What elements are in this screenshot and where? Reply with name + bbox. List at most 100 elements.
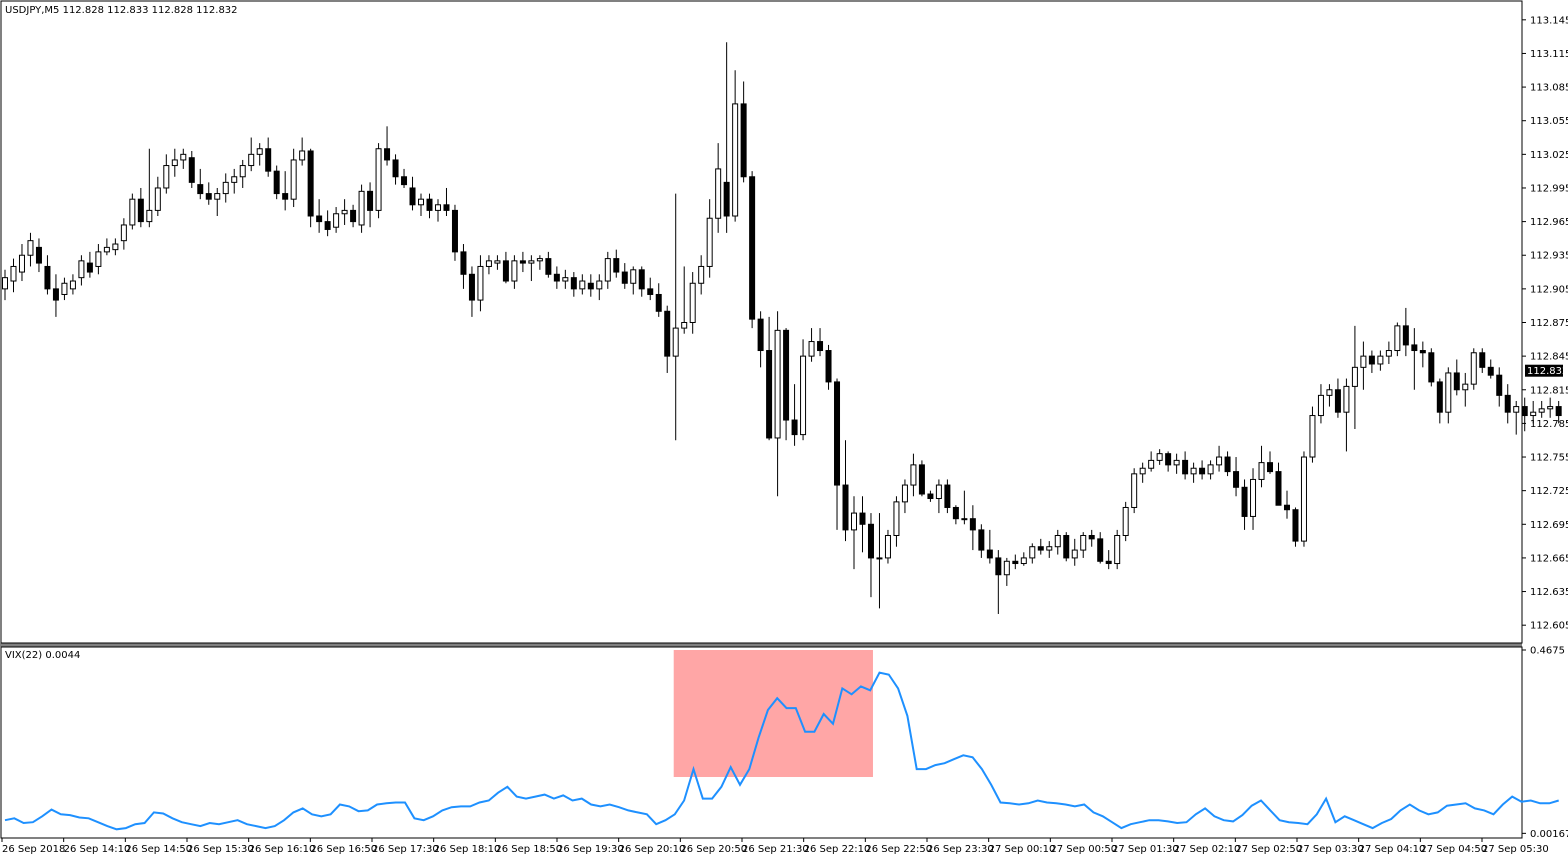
candle: [1419, 341, 1426, 368]
candle: [1224, 451, 1231, 477]
candle-body-bull: [1385, 350, 1392, 357]
current-price-tag: [1525, 364, 1563, 377]
candle-body-bull: [180, 153, 187, 161]
price-tick-label: 112.965: [1530, 217, 1568, 228]
candle-body-bull: [1148, 459, 1155, 469]
candle: [952, 505, 959, 525]
candle-body-bear: [986, 549, 993, 559]
candle: [205, 182, 212, 205]
candle-body-bear: [1419, 350, 1426, 354]
price-tick-label: 113.055: [1530, 116, 1568, 127]
candle-body-bull: [1360, 355, 1367, 368]
candle-body-bear: [52, 288, 59, 301]
time-tick-label: 26 Sep 18:10: [434, 844, 501, 855]
candle: [800, 339, 807, 441]
candle-body-bear: [350, 209, 357, 223]
candle: [867, 513, 874, 598]
time-tick-label: 26 Sep 20:50: [680, 844, 747, 855]
price-tick-label: 112.635: [1530, 587, 1568, 598]
candle-body-bull: [808, 341, 815, 357]
candle: [664, 305, 671, 373]
candle-body-bull: [1547, 406, 1554, 410]
candle-body-bull: [256, 148, 263, 155]
candle: [1199, 460, 1206, 480]
candle-body-bull: [18, 254, 25, 273]
candle: [1530, 400, 1537, 424]
candle: [485, 255, 492, 275]
candle: [95, 244, 102, 275]
price-tick-label: 112.935: [1530, 251, 1568, 262]
candle-body-bull: [774, 329, 781, 439]
candle-body-bull: [27, 240, 34, 256]
candle: [78, 255, 85, 286]
candle-body-bull: [1207, 464, 1214, 475]
candle: [986, 529, 993, 564]
time-tick-label: 26 Sep 19:30: [557, 844, 624, 855]
candle-body-bear: [723, 181, 730, 217]
candle: [197, 168, 204, 200]
candle-body-bull: [1071, 549, 1078, 559]
candle: [715, 143, 722, 233]
candle: [299, 137, 306, 166]
candle: [443, 187, 450, 216]
candle: [1453, 359, 1460, 396]
candle: [1139, 462, 1146, 483]
candle-body-bear: [519, 260, 526, 264]
candle: [876, 513, 883, 609]
candle: [1513, 400, 1520, 435]
candle-body-bear: [647, 288, 654, 295]
candle-body-bull: [1173, 459, 1180, 466]
candle-body-bull: [1343, 385, 1350, 413]
candle-body-bull: [10, 265, 17, 282]
price-tick-label: 113.145: [1530, 15, 1568, 26]
candle-body-bear: [316, 215, 323, 223]
candle-body-bear: [952, 506, 959, 520]
candle: [621, 263, 628, 289]
candle: [52, 274, 59, 317]
candle-body-bull: [1394, 325, 1401, 352]
candle: [570, 272, 577, 297]
candle-body-bull: [1445, 372, 1452, 413]
candle-body-bear: [1097, 538, 1104, 562]
candle-body-bull: [248, 153, 255, 167]
candle: [910, 453, 917, 497]
candle: [944, 479, 951, 514]
candle-body-bear: [842, 484, 849, 531]
candle-body-bull: [579, 280, 586, 290]
candle-body-bull: [494, 260, 501, 264]
candle-body-bear: [324, 221, 331, 230]
time-tick-label: 26 Sep 22:10: [804, 844, 871, 855]
candle: [1148, 451, 1155, 472]
candle-body-bull: [299, 150, 306, 161]
candle: [808, 328, 815, 362]
candle: [706, 199, 713, 278]
candle-body-bull: [1309, 415, 1316, 458]
candle-body-bear: [137, 198, 144, 223]
candle: [61, 277, 68, 301]
price-tick-label: 112.815: [1530, 385, 1568, 396]
time-tick-label: 27 Sep 03:30: [1297, 844, 1364, 855]
candle-body-bull: [120, 224, 127, 242]
candle: [358, 184, 365, 233]
candle-body-bear: [460, 251, 467, 275]
candle: [1470, 348, 1477, 390]
candle: [1071, 538, 1078, 566]
candle: [1029, 543, 1036, 564]
candle: [698, 255, 705, 295]
candle: [290, 148, 297, 208]
candle-body-bull: [2, 277, 8, 290]
candle-body-bear: [1199, 467, 1206, 475]
candle: [766, 316, 773, 441]
candle-body-bear: [1182, 459, 1189, 475]
candle-body-bull: [1258, 462, 1265, 480]
candle: [35, 238, 42, 273]
candle-body-bull: [1029, 546, 1036, 559]
candle: [511, 255, 518, 289]
candle-body-bear: [791, 419, 798, 436]
candle: [723, 42, 730, 233]
price-tick-label: 112.755: [1530, 453, 1568, 464]
candle-body-bear: [1411, 344, 1418, 352]
price-tick-label: 113.025: [1530, 150, 1568, 161]
candle-body-bull: [1351, 366, 1358, 387]
